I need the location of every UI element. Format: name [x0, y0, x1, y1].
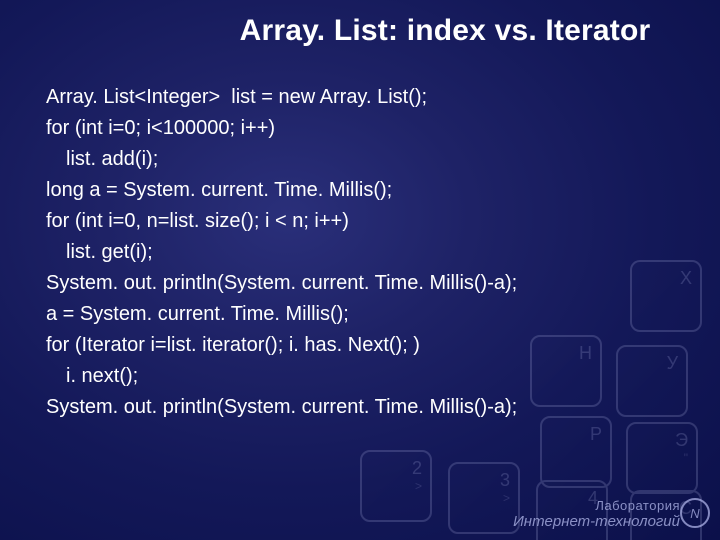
code-line: for (int i=0, n=list. size(); i < n; i++… [46, 206, 646, 237]
code-line: System. out. println(System. current. Ti… [46, 392, 646, 423]
code-line: long a = System. current. Time. Millis()… [46, 175, 646, 206]
footer-text: Лаборатория Интернет-технологий [513, 498, 680, 530]
bg-key: 3> [448, 462, 520, 534]
footer-sub: Интернет-технологий [513, 513, 680, 530]
bg-key: 2> [360, 450, 432, 522]
code-block: Array. List<Integer> list = new Array. L… [46, 82, 646, 423]
code-line: for (int i=0; i<100000; i++) [46, 113, 646, 144]
code-line: list. add(i); [46, 144, 646, 175]
code-line: for (Iterator i=list. iterator(); i. has… [46, 330, 646, 361]
footer-logo-icon: N [680, 498, 710, 528]
code-line: System. out. println(System. current. Ti… [46, 268, 646, 299]
footer-lab: Лаборатория [513, 498, 680, 513]
code-line: Array. List<Integer> list = new Array. L… [46, 82, 646, 113]
code-line: list. get(i); [46, 237, 646, 268]
code-line: a = System. current. Time. Millis(); [46, 299, 646, 330]
slide-title: Array. List: index vs. Iterator [0, 14, 720, 48]
bg-key: Э" [626, 422, 698, 494]
bg-key: Р [540, 416, 612, 488]
code-line: i. next(); [46, 361, 646, 392]
slide: ХНУРЭ"2>3>4С Array. List: index vs. Iter… [0, 0, 720, 540]
